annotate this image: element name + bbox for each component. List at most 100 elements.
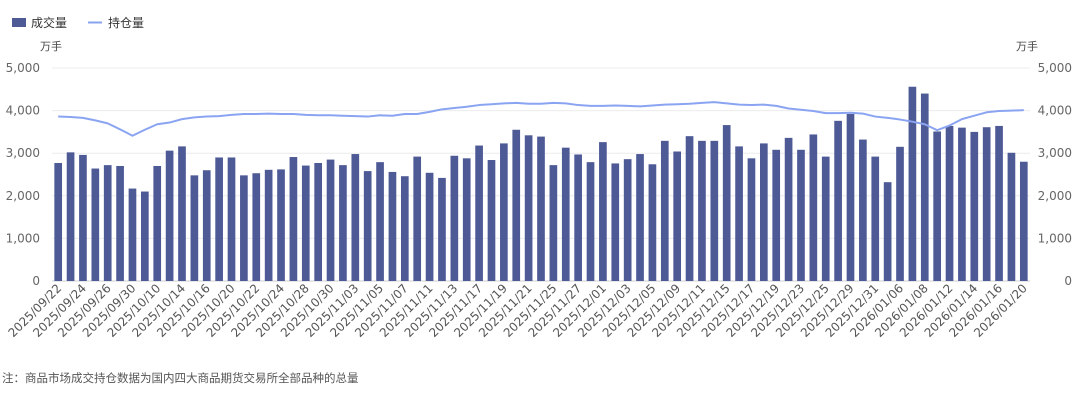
volume-bar [698, 140, 706, 281]
volume-bar [958, 127, 966, 281]
y-right-unit: 万手 [1016, 39, 1038, 53]
y-left-tick: 5,000 [6, 61, 40, 75]
volume-bar [314, 162, 323, 281]
volume-bar [722, 125, 731, 281]
y-right-tick: 1,000 [1038, 231, 1072, 245]
volume-bar [1019, 161, 1028, 281]
volume-bar [995, 125, 1003, 281]
volume-bar [982, 127, 991, 282]
y-left-unit: 万手 [40, 39, 62, 53]
volume-bar [747, 158, 756, 281]
volume-bar [648, 164, 657, 281]
y-right-tick: 0 [1064, 274, 1072, 288]
volume-bar [450, 155, 459, 281]
volume-bar [735, 146, 743, 281]
volume-bar [846, 114, 855, 282]
y-left-tick: 2,000 [6, 189, 40, 203]
legend: 成交量 持仓量 [12, 15, 144, 30]
footnote: 注：商品市场成交持仓数据为国内四大商品期货交易所全部品种的总量 [2, 371, 359, 385]
y-left-tick: 4,000 [6, 104, 40, 118]
volume-bar [54, 162, 63, 281]
volume-bar [413, 156, 422, 281]
open-interest-series [58, 101, 1024, 137]
volume-bar [141, 191, 149, 281]
volume-bar [636, 154, 644, 281]
y-right-tick: 2,000 [1038, 189, 1072, 203]
volume-bar [920, 93, 929, 281]
volume-bar [660, 140, 669, 281]
y-right-tick: 5,000 [1038, 61, 1072, 75]
volume-bar [252, 173, 261, 281]
volume-bar [1007, 152, 1016, 281]
volume-bar [215, 157, 223, 281]
volume-bars [54, 86, 1028, 282]
y-right-tick: 3,000 [1038, 146, 1072, 160]
y-left-tick: 0 [32, 274, 40, 288]
volume-bar [611, 163, 620, 281]
volume-bar [834, 120, 842, 281]
volume-bar [363, 171, 372, 281]
volume-bar [524, 135, 533, 281]
volume-bar [116, 165, 124, 281]
volume-bar [809, 134, 818, 281]
volume-bar [376, 162, 384, 281]
volume-bar [326, 159, 335, 281]
volume-bar [178, 146, 186, 281]
volume-bar [388, 171, 397, 281]
volume-bar [759, 143, 768, 281]
volume-bar [970, 131, 979, 281]
volume-bar [438, 177, 446, 281]
volume-bar [289, 157, 298, 281]
volume-bar [500, 143, 508, 281]
volume-bar [772, 149, 781, 281]
volume-bar [190, 175, 199, 281]
y-right-tick: 4,000 [1038, 104, 1072, 118]
y-left-tick: 3,000 [6, 146, 40, 160]
x-axis: 2025/09/222025/09/242025/09/262025/09/30… [5, 281, 1029, 340]
volume-bar [883, 182, 892, 281]
volume-bar [165, 150, 174, 281]
volume-bar [561, 147, 570, 281]
volume-bar [623, 159, 632, 281]
volume-bar [475, 145, 483, 281]
legend-label-open-interest: 持仓量 [108, 15, 144, 30]
volume-bar [685, 136, 694, 281]
volume-bar [425, 172, 434, 281]
volume-bar [339, 165, 347, 281]
volume-bar [227, 157, 236, 281]
volume-bar [301, 165, 310, 281]
volume-bar [784, 137, 793, 281]
volume-bar [933, 131, 941, 281]
volume-bar [512, 129, 521, 281]
volume-bar [673, 151, 682, 281]
volume-bar [240, 175, 248, 281]
volume-bar [66, 152, 75, 281]
y-axis-right: 万手 0 1,000 2,000 3,000 4,000 5,000 [1016, 39, 1072, 288]
legend-label-volume: 成交量 [31, 15, 67, 30]
y-left-tick: 1,000 [6, 231, 40, 245]
volume-bar [79, 154, 87, 281]
y-axis-left: 万手 0 1,000 2,000 3,000 4,000 5,000 [6, 39, 62, 288]
volume-bar [797, 149, 805, 281]
volume-bar [549, 165, 558, 281]
volume-bar [487, 160, 496, 281]
volume-bar [859, 139, 867, 281]
volume-bar [710, 140, 719, 281]
legend-swatch-volume [12, 18, 26, 27]
volume-bar [871, 156, 880, 281]
volume-bar [351, 154, 360, 281]
volume-bar [537, 136, 545, 281]
open-interest-line [58, 101, 1024, 137]
volume-bar [400, 176, 409, 281]
volume-bar [202, 170, 211, 281]
volume-bar [103, 165, 112, 281]
volume-bar [264, 169, 273, 281]
volume-bar [908, 86, 917, 281]
volume-bar [91, 168, 100, 281]
volume-bar [462, 158, 471, 281]
volume-bar [128, 188, 137, 281]
volume-bar [896, 146, 904, 281]
volume-bar [153, 165, 162, 281]
volume-bar [574, 154, 582, 281]
